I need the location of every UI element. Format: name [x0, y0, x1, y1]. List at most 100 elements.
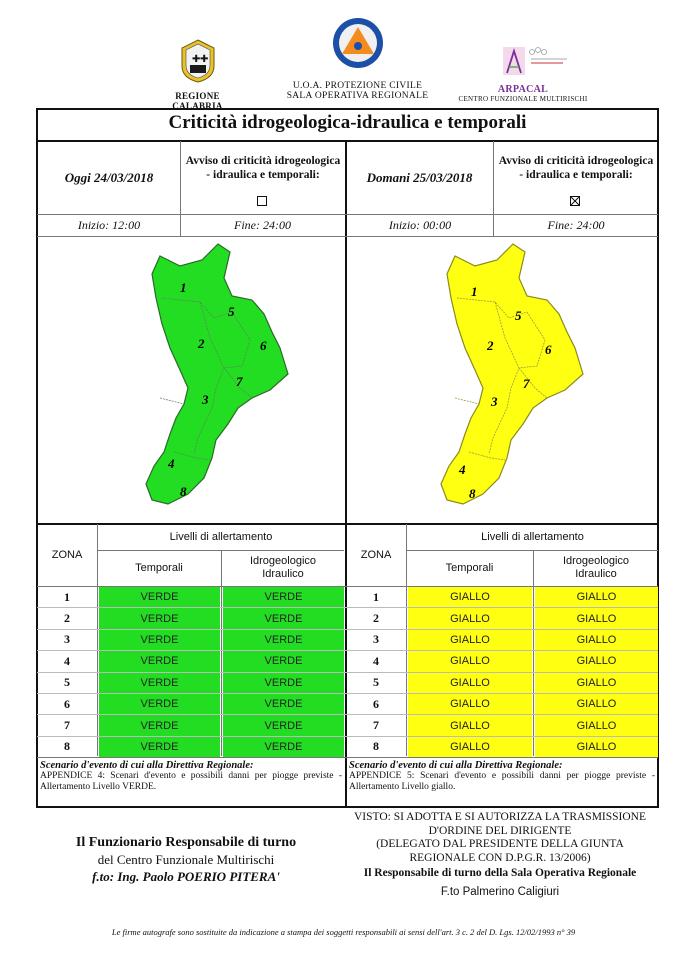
tomorrow-idro-header-line2: Idraulico: [575, 568, 617, 580]
tomorrow-idro-level: GIALLO: [535, 736, 658, 758]
sala-operativa-caption: SALA OPERATIVA REGIONALE: [286, 91, 429, 101]
tomorrow-idro-header: Idrogeologico Idraulico: [534, 555, 658, 581]
table-row-divider: [37, 714, 658, 716]
today-zone-label-4: 4: [167, 456, 175, 471]
today-zone-number: 6: [64, 696, 70, 711]
tomorrow-scenario-title: Scenario d'evento di cui alla Direttiva …: [349, 760, 563, 771]
tomorrow-zone-label-7: 7: [523, 376, 530, 391]
date-row-divider: [37, 214, 658, 215]
today-zone-number: 3: [64, 632, 70, 647]
arpacal-caption: ARPACAL: [497, 84, 549, 95]
today-idro-header-line1: Idrogeologico: [249, 555, 317, 567]
footer-right-line4: REGIONALE CON D.P.G.R. 13/2006): [409, 851, 591, 864]
today-temporali-header: Temporali: [135, 562, 183, 574]
today-zone-label-5: 5: [228, 304, 235, 319]
table-bottom-divider: [37, 757, 658, 758]
svg-text:✚: ✚: [200, 54, 208, 65]
footer-left-line2: del Centro Funzionale Multirischi: [97, 852, 275, 867]
tomorrow-zone-number: 6: [373, 696, 379, 711]
footer-right-line3: (DELEGATO DAL PRESIDENTE DELLA GIUNTA: [376, 838, 624, 850]
tomorrow-scenario-text: APPENDICE 5: Scenari d'evento e possibil…: [349, 771, 655, 792]
tomorrow-idro-level: GIALLO: [535, 608, 658, 629]
today-zone-label-1: 1: [180, 280, 187, 295]
today-temporali-level: VERDE: [99, 715, 220, 736]
tomorrow-zone-label-2: 2: [486, 338, 494, 353]
tomorrow-temporali-level: GIALLO: [408, 587, 532, 608]
tomorrow-idro-level: GIALLO: [535, 651, 658, 672]
tomorrow-idro-level: GIALLO: [535, 672, 658, 693]
checked-x-icon: [570, 196, 580, 206]
footer-right-line5: Il Responsabile di turno della Sala Oper…: [363, 867, 637, 879]
bulletin-title: Criticità idrogeologica-idraulica e temp…: [168, 112, 527, 133]
today-date-label: Oggi 24/03/2018: [64, 170, 154, 185]
tomorrow-zone-label-5: 5: [515, 308, 522, 323]
today-avviso-label: Avviso di criticità idrogeologica - idra…: [185, 155, 341, 181]
arpacal-emblem-icon: [503, 47, 567, 75]
today-idro-level: VERDE: [223, 672, 344, 693]
tomorrow-idro-level: GIALLO: [535, 587, 658, 608]
today-zona-header: ZONA: [51, 549, 83, 561]
today-idro-level: VERDE: [223, 651, 344, 672]
today-zone-label-6: 6: [260, 338, 267, 353]
svg-text:✚: ✚: [192, 54, 200, 65]
footer-right-line2: D'ORDINE DEL DIRIGENTE: [428, 824, 572, 837]
tomorrow-zona-separator: [406, 524, 407, 756]
tomorrow-livelli-divider: [407, 550, 658, 551]
tomorrow-zone-number: 4: [373, 653, 379, 668]
tomorrow-map-region: [440, 243, 584, 505]
today-idro-level: VERDE: [223, 629, 344, 651]
day-divider: [345, 141, 347, 807]
today-scenario-text: APPENDICE 4: Scenari d'evento e possibil…: [40, 771, 342, 792]
today-zone-number: 5: [64, 675, 70, 690]
today-zone-label-3: 3: [201, 392, 209, 407]
tomorrow-zone-number: 5: [373, 675, 379, 690]
centro-funzionale-caption: CENTRO FUNZIONALE MULTIRISCHI: [458, 95, 588, 103]
tomorrow-calabria-map: 1 2 3 4 5 6 7 8: [440, 243, 584, 505]
tomorrow-zone-number: 2: [373, 611, 379, 626]
today-calabria-map: 1 2 3 4 5 6 7 8: [145, 243, 289, 505]
uoa-caption: U.O.A. PROTEZIONE CIVILE: [292, 81, 423, 91]
tomorrow-date-label: Domani 25/03/2018: [366, 170, 473, 185]
protezione-civile-emblem-icon: [332, 18, 383, 68]
today-zone-label-2: 2: [197, 336, 205, 351]
tomorrow-zone-label-6: 6: [545, 342, 552, 357]
today-zone-number: 7: [64, 718, 70, 733]
today-date-separator: [180, 141, 181, 237]
today-temporali-level: VERDE: [99, 651, 220, 672]
tomorrow-temporali-level: GIALLO: [408, 629, 532, 651]
today-livelli-divider: [98, 550, 344, 551]
today-temporali-level: VERDE: [99, 629, 220, 651]
tomorrow-temporali-header: Temporali: [445, 562, 494, 574]
today-temporali-level: VERDE: [99, 587, 220, 608]
today-zone-number: 2: [64, 611, 70, 626]
tomorrow-idro-header-line1: Idrogeologico: [562, 555, 630, 567]
protezione-civile-logo: U.O.A. PROTEZIONE CIVILE SALA OPERATIVA …: [285, 16, 430, 101]
tomorrow-avviso-checkbox: [570, 196, 580, 206]
today-scenario: Scenario d'evento di cui alla Direttiva …: [40, 760, 342, 793]
tomorrow-zone-label-1: 1: [471, 284, 478, 299]
today-map-region: [145, 243, 289, 505]
today-idro-header: Idrogeologico Idraulico: [222, 555, 344, 581]
today-zone-label-7: 7: [236, 374, 243, 389]
today-zone-number: 8: [64, 739, 70, 754]
table-row-divider: [37, 671, 658, 673]
tomorrow-idro-level: GIALLO: [535, 715, 658, 736]
table-row-divider: [37, 607, 658, 609]
tomorrow-zone-label-3: 3: [490, 394, 498, 409]
footer-left-line1: Il Funzionario Responsabile di turno: [75, 835, 297, 850]
tomorrow-end: Fine: 24:00: [547, 217, 605, 232]
today-col-separator: [221, 551, 222, 756]
tomorrow-zone-number: 8: [373, 739, 379, 754]
today-idro-level: VERDE: [223, 608, 344, 629]
footer-disclaimer: Le firme autografe sono sostituite da in…: [111, 927, 576, 937]
today-zone-borders: [159, 297, 253, 461]
time-row-divider: [37, 236, 658, 237]
bulletin-frame: [36, 108, 659, 808]
regione-calabria-logo: ✚ ✚ REGIONE CALABRIA: [150, 38, 245, 111]
tomorrow-temporali-level: GIALLO: [408, 672, 532, 693]
tomorrow-col-separator: [533, 551, 534, 756]
tomorrow-livelli-header: Livelli di allertamento: [481, 531, 584, 543]
today-start: Inizio: 12:00: [77, 217, 141, 232]
today-temporali-level: VERDE: [99, 694, 220, 715]
today-idro-level: VERDE: [223, 694, 344, 715]
